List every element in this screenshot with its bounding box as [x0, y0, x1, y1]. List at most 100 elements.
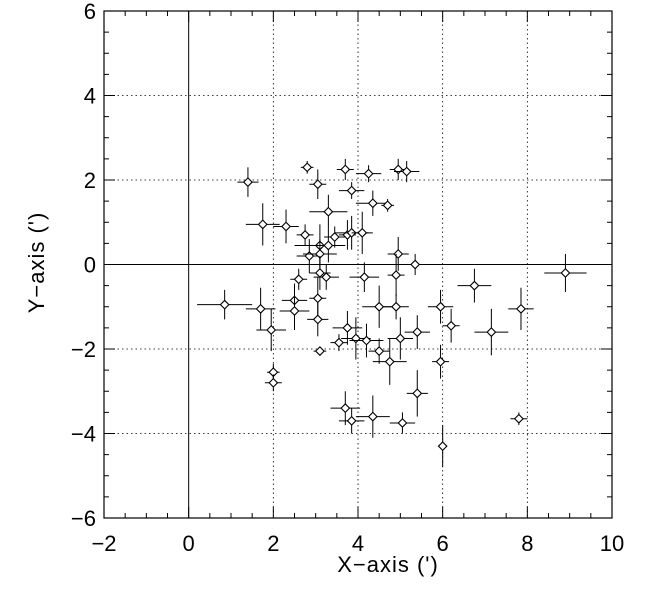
- x-tick-label: 2: [267, 531, 279, 556]
- diamond-marker: [304, 251, 315, 262]
- diamond-marker: [469, 280, 480, 291]
- data-point: [313, 264, 339, 290]
- data-point: [368, 338, 390, 364]
- diamond-marker: [393, 164, 404, 175]
- data-point: [197, 289, 253, 320]
- diamond-marker: [312, 293, 323, 304]
- data-point: [330, 391, 361, 426]
- data-point: [387, 253, 405, 297]
- data-point: [330, 334, 348, 352]
- diamond-marker: [395, 333, 406, 344]
- y-tick-label: −6: [71, 506, 96, 531]
- diamond-marker: [293, 274, 304, 285]
- data-point: [355, 190, 390, 216]
- data-point: [300, 160, 314, 174]
- data-point: [437, 425, 448, 468]
- data-point: [389, 412, 416, 434]
- data-point: [245, 203, 280, 246]
- diamond-marker: [312, 179, 323, 190]
- data-point: [432, 344, 450, 379]
- x-tick-label: 10: [600, 531, 624, 556]
- diamond-marker: [219, 299, 230, 310]
- data-point: [387, 237, 409, 271]
- diamond-marker: [346, 415, 357, 426]
- data-point: [510, 412, 528, 426]
- data-point: [349, 262, 380, 292]
- data-point: [427, 289, 454, 324]
- diamond-marker: [397, 417, 408, 428]
- data-point: [404, 315, 430, 349]
- data-point: [264, 374, 282, 392]
- x-tick-label: 8: [521, 531, 533, 556]
- diamond-marker: [412, 388, 423, 399]
- data-point: [307, 302, 329, 337]
- diamond-marker: [363, 168, 374, 179]
- diamond-marker: [329, 232, 340, 243]
- data-point: [442, 308, 460, 343]
- diamond-marker: [255, 303, 266, 314]
- data-point: [544, 253, 587, 292]
- diamond-marker: [266, 325, 277, 335]
- data-point: [309, 256, 331, 290]
- data-point: [245, 287, 276, 330]
- diamond-marker: [323, 206, 334, 217]
- diamond-marker: [314, 346, 325, 357]
- diamond-marker: [257, 219, 268, 230]
- diamond-marker: [346, 185, 357, 196]
- data-point: [383, 294, 409, 320]
- data-point: [313, 228, 344, 263]
- zero-lines: [104, 11, 612, 518]
- data-point: [338, 182, 365, 200]
- diamond-marker: [367, 198, 378, 209]
- y-tick-label: 6: [84, 0, 96, 24]
- diamond-marker: [323, 240, 334, 251]
- data-point: [508, 287, 534, 330]
- plot-frame: [103, 10, 613, 519]
- data-point: [256, 308, 287, 352]
- diamond-marker: [410, 259, 421, 270]
- tick-labels: −2 0 2 4 6 8 10 −6 −4 −2 0 2 4 6: [71, 0, 624, 556]
- data-point: [290, 268, 308, 290]
- diamond-marker: [401, 166, 412, 177]
- diamond-marker: [367, 411, 378, 422]
- y-tick-label: 0: [84, 253, 96, 278]
- data-point: [309, 194, 348, 229]
- diamond-marker: [560, 267, 571, 278]
- diamond-marker: [437, 441, 448, 452]
- data-point: [372, 338, 407, 385]
- diamond-marker: [384, 356, 395, 367]
- diamond-marker: [300, 229, 311, 240]
- diamond-marker: [281, 221, 292, 232]
- data-point: [381, 199, 394, 212]
- data-point: [309, 169, 327, 200]
- diamond-marker: [516, 303, 526, 314]
- diamond-marker: [393, 248, 404, 259]
- diamond-marker: [382, 200, 393, 211]
- data-point: [332, 310, 363, 345]
- data-point: [351, 211, 373, 254]
- data-point: [474, 308, 509, 356]
- diamond-marker: [268, 377, 279, 388]
- y-tick-label: −4: [71, 422, 96, 447]
- diamond-marker: [340, 403, 351, 414]
- x-tick-label: 6: [437, 531, 449, 556]
- diamond-marker: [391, 301, 402, 312]
- x-tick-label: −2: [91, 531, 116, 556]
- diamond-marker: [374, 346, 385, 357]
- diamond-marker: [374, 301, 385, 312]
- diamond-marker: [412, 327, 423, 338]
- diamond-marker: [289, 305, 300, 316]
- data-point: [336, 158, 354, 180]
- data-point: [324, 226, 346, 248]
- diamond-marker: [357, 227, 368, 238]
- data-point: [296, 224, 314, 246]
- data-point: [338, 408, 365, 434]
- diamond-marker: [242, 177, 253, 188]
- diamond-marker: [513, 413, 524, 424]
- y-axis-title: Y−axis ('): [24, 212, 49, 314]
- diamond-marker: [302, 162, 313, 173]
- diamond-marker: [446, 320, 457, 331]
- y-tick-label: 2: [84, 168, 96, 193]
- diamond-marker: [342, 322, 353, 333]
- diamond-marker: [312, 314, 323, 325]
